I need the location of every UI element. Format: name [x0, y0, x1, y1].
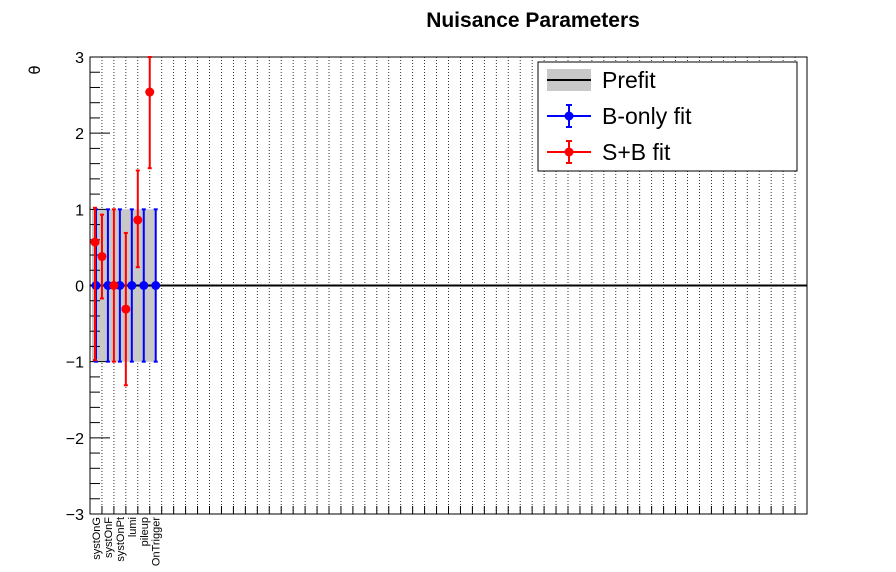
data-point [127, 281, 137, 290]
data-point [151, 281, 161, 290]
chart-title: Nuisance Parameters [426, 9, 640, 32]
legend-label: S+B fit [602, 139, 671, 165]
data-point [145, 87, 155, 97]
axes-layer: 3 2 1 0 −1 −2 −3 systOnG systOnF systOnPt lumi pile… [66, 50, 808, 566]
data-point [121, 304, 131, 314]
data-point [97, 252, 107, 262]
data-point [133, 215, 143, 225]
category-label: OnTrigger [151, 517, 163, 566]
category-label: systOnF [103, 517, 115, 558]
legend-label: B-only fit [602, 103, 692, 129]
data-point [90, 237, 100, 247]
legend-series-marker [564, 147, 574, 157]
legend: Prefit B-only fit S+B fit [537, 61, 798, 172]
data-point [109, 281, 119, 290]
y-tick-label: 2 [75, 126, 84, 143]
y-tick-label: 1 [75, 202, 84, 219]
legend-label: Prefit [602, 67, 656, 93]
y-tick-label: −1 [66, 355, 84, 372]
category-label: systOnPt [115, 517, 127, 562]
y-axis-label: θ [26, 65, 44, 74]
y-tick-label: −3 [66, 507, 84, 524]
y-tick-label: 3 [75, 50, 84, 67]
category-label: systOnG [91, 517, 103, 560]
data-point [139, 281, 149, 290]
y-tick-label: 0 [75, 279, 84, 296]
y-tick-label: −2 [66, 431, 84, 448]
series-layer [90, 56, 161, 387]
category-label: lumi [127, 517, 139, 537]
legend-series-marker [564, 111, 574, 121]
category-label: pileup [139, 517, 151, 546]
